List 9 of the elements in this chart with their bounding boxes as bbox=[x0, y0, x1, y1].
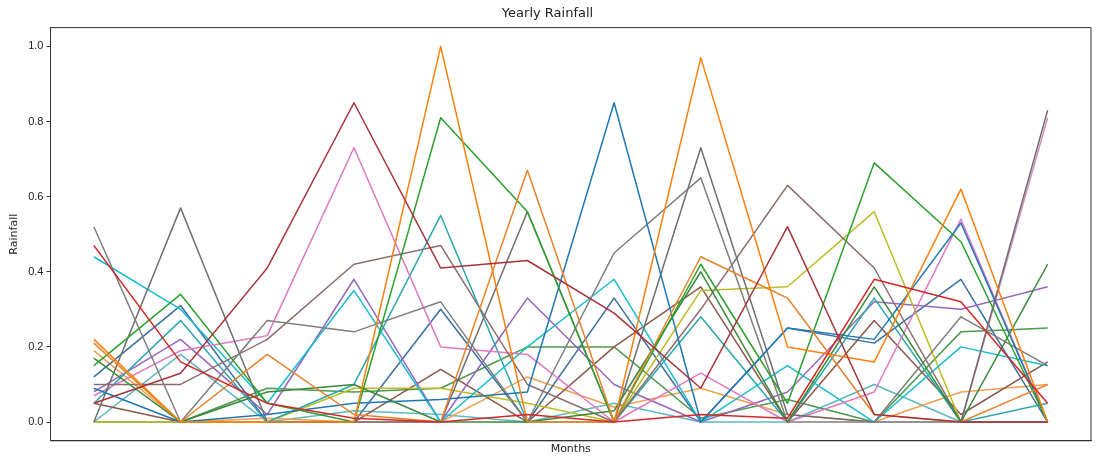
x-axis-title: Months bbox=[550, 442, 592, 456]
y-tick-label: 0.6 bbox=[28, 189, 44, 202]
chart-title: Yearly Rainfall bbox=[500, 5, 594, 21]
y-tick-label: 0.4 bbox=[28, 264, 44, 277]
y-tick-label: 1.0 bbox=[28, 39, 44, 52]
y-axis-title: Rainfall bbox=[7, 213, 21, 255]
y-tick-label: 0.0 bbox=[28, 415, 44, 428]
y-tick-label: 0.8 bbox=[28, 114, 44, 127]
y-tick-label: 0.2 bbox=[28, 339, 44, 352]
